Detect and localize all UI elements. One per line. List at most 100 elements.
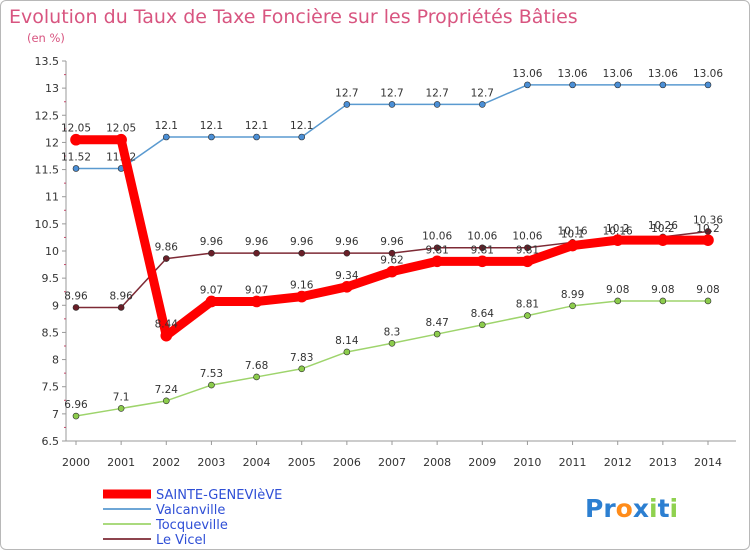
data-point (205, 295, 218, 308)
logo-letter: i (649, 494, 658, 523)
data-point (253, 133, 260, 141)
series-sainte-genevi-ve: 12.05 12.05 8.44 9.07 9.07 9.16 9.34 9.62 9.81 9.… (61, 123, 720, 342)
data-point (298, 365, 306, 373)
x-tick-label: 2007 (378, 456, 406, 469)
x-tick-label: 2003 (197, 456, 225, 469)
data-point (343, 348, 351, 356)
data-point (704, 81, 712, 89)
y-tick-label: 11.5 (35, 164, 60, 177)
data-point (160, 329, 173, 342)
y-ticks: 6.5 7 7.5 8 8.5 9 9.5 10 10.5 11 11.5 12 12.5 13 13.5 (35, 55, 66, 448)
data-point (208, 133, 215, 141)
legend-label: Valcanville (156, 503, 225, 518)
data-point (250, 295, 263, 308)
data-label: 9.34 (335, 270, 359, 282)
data-label: 8.64 (471, 308, 495, 320)
data-point (162, 397, 170, 405)
y-tick-label: 8.5 (42, 326, 60, 339)
x-tick-label: 2000 (62, 456, 90, 469)
data-label: 9.96 (200, 236, 224, 248)
data-point (208, 381, 215, 389)
legend-label: SAINTE-GENEVIèVE (156, 488, 282, 503)
x-tick-label: 2008 (423, 456, 451, 469)
data-point (162, 133, 170, 141)
data-label: 10.06 (512, 231, 542, 243)
y-tick-label: 9.5 (42, 272, 60, 285)
chart-subtitle: (en %) (27, 31, 65, 45)
x-tick-label: 2010 (513, 456, 541, 469)
data-point (704, 297, 712, 305)
data-point (341, 281, 353, 293)
data-label: 7.68 (245, 360, 268, 372)
data-label: 9.07 (245, 284, 268, 296)
data-label: 12.1 (155, 120, 178, 132)
data-point (478, 101, 486, 108)
x-tick-label: 2005 (288, 456, 316, 469)
data-point (253, 373, 260, 381)
logo-letter: P (585, 494, 603, 523)
data-point (431, 255, 443, 268)
data-point (702, 234, 714, 246)
data-point (433, 244, 441, 252)
data-label: 10.16 (558, 225, 588, 237)
data-label: 10.2 (606, 223, 629, 235)
data-point (208, 249, 215, 257)
data-point (659, 81, 667, 89)
logo-letter: i (670, 494, 679, 523)
data-point (295, 290, 308, 303)
data-label: 10.2 (651, 223, 674, 235)
data-label: 13.06 (648, 68, 678, 80)
data-label: 12.7 (471, 87, 494, 99)
proxiti-logo: Proxiti (585, 494, 678, 523)
y-tick-label: 7 (52, 408, 59, 421)
data-point (388, 101, 396, 108)
data-point (657, 234, 669, 246)
data-label: 9.96 (290, 236, 314, 248)
data-label: 7.24 (155, 384, 179, 396)
data-label: 9.07 (200, 284, 223, 296)
logo-letter: r (603, 494, 616, 523)
data-point (611, 234, 624, 246)
data-point (298, 133, 306, 141)
x-tick-label: 2012 (604, 456, 632, 469)
data-label: 10.2 (696, 223, 719, 235)
data-point (343, 101, 351, 108)
data-label: 10.06 (467, 231, 497, 243)
data-label: 7.1 (113, 391, 130, 403)
data-label: 9.16 (290, 280, 314, 292)
data-label: 12.1 (200, 120, 223, 132)
legend-label: Le Vicel (156, 533, 206, 548)
data-point (569, 302, 576, 310)
data-point (478, 244, 486, 252)
data-label: 10.1 (561, 229, 584, 241)
x-tick-label: 2009 (468, 456, 496, 469)
series-tocqueville: 6.96 7.1 7.24 7.53 7.68 7.83 8.14 8.3 8.47 8.64 8.… (64, 284, 720, 420)
data-label: 9.96 (245, 236, 269, 248)
x-ticks: 2000 2001 2002 2003 2004 2005 2006 2007 2008 2009… (62, 441, 722, 469)
x-tick-label: 2006 (333, 456, 361, 469)
data-label: 10.36 (693, 214, 723, 226)
data-label: 8.3 (384, 326, 401, 338)
data-point (433, 101, 441, 108)
y-tick-label: 9 (52, 299, 59, 312)
data-label: 10.26 (648, 220, 678, 232)
data-label: 9.08 (651, 284, 674, 296)
data-point (478, 321, 486, 329)
y-tick-label: 10 (45, 245, 59, 258)
data-point (659, 297, 667, 305)
data-label: 9.08 (606, 284, 629, 296)
data-label: 12.05 (61, 123, 91, 135)
data-point (72, 412, 80, 420)
data-label: 9.81 (516, 244, 539, 256)
data-point (524, 312, 531, 319)
data-label: 8.99 (561, 289, 584, 301)
data-point (566, 239, 579, 252)
data-point (117, 405, 125, 412)
legend: SAINTE-GENEVIèVEValcanvilleTocquevilleLe… (103, 488, 282, 548)
data-point (117, 304, 125, 311)
y-tick-label: 12.5 (35, 109, 60, 122)
y-tick-label: 7.5 (42, 381, 60, 394)
x-tick-label: 2002 (152, 456, 180, 469)
